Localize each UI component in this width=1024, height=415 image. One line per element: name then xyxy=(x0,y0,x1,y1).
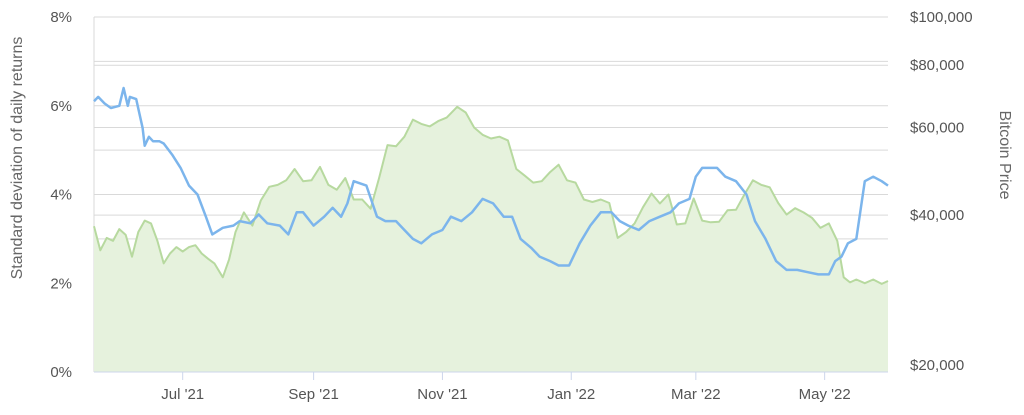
series-line-layer xyxy=(93,86,889,276)
x-tick-label: Jul '21 xyxy=(161,386,204,403)
right-tick-label: $60,000 xyxy=(910,119,964,136)
left-tick-label: 0% xyxy=(50,364,72,381)
left-tick-label: 6% xyxy=(50,98,72,115)
x-axis: Jul '21 Sep '21 Nov '21 Jan '22 Mar '22 May '… xyxy=(94,371,888,403)
right-tick-label: $100,000 xyxy=(910,9,973,26)
x-tick-label: Jan '22 xyxy=(547,386,595,403)
x-tick-label: Nov '21 xyxy=(417,386,467,403)
volatility-line xyxy=(93,86,889,276)
price-area xyxy=(94,106,888,373)
left-axis-title: Standard deviation of daily returns xyxy=(9,37,26,280)
x-tick-label: Mar '22 xyxy=(671,386,721,403)
x-tick-label: Sep '21 xyxy=(288,386,338,403)
price-line xyxy=(93,105,889,285)
right-tick-label: $80,000 xyxy=(910,57,964,74)
right-tick-label: $40,000 xyxy=(910,207,964,224)
left-tick-label: 8% xyxy=(50,9,72,26)
right-tick-label: $20,000 xyxy=(910,357,964,374)
x-tick-label: May '22 xyxy=(799,386,851,403)
left-tick-label: 2% xyxy=(50,275,72,292)
left-y-axis: 0% 2% 4% 6% 8% xyxy=(50,9,72,381)
right-axis-title: Bitcoin Price xyxy=(996,111,1013,200)
left-tick-label: 4% xyxy=(50,187,72,204)
right-y-axis: $20,000 $40,000 $60,000 $80,000 $100,000 xyxy=(910,9,973,374)
price-area-layer xyxy=(93,105,889,373)
